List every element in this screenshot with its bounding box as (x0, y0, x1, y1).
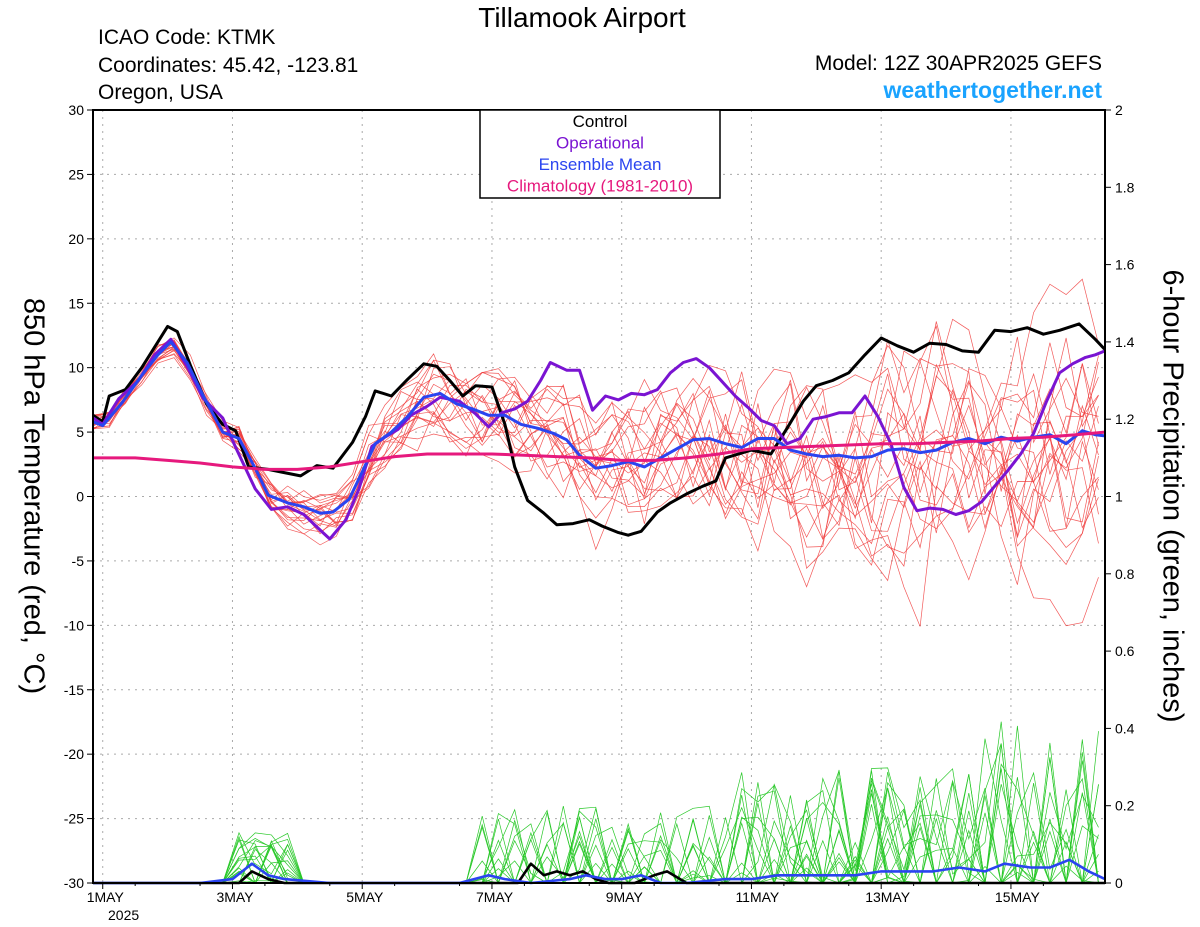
temp-line-operational (92, 337, 1106, 541)
grid (93, 110, 1105, 883)
y-tick-label: -30 (64, 875, 84, 891)
x-year-label: 2025 (108, 907, 140, 923)
y2-tick-label: 0.2 (1115, 798, 1135, 814)
model-run: Model: 12Z 30APR2025 GEFS (814, 52, 1102, 75)
x-tick-label: 15MAY (995, 889, 1041, 905)
y-tick-label: 5 (76, 424, 84, 440)
y2-tick-label: 1.6 (1115, 257, 1135, 273)
y2-tick-label: 1.4 (1115, 334, 1135, 350)
y2-tick-label: 0.6 (1115, 643, 1135, 659)
y2-tick-label: 1.8 (1115, 179, 1135, 195)
y-tick-label: 10 (68, 360, 84, 376)
legend-entry-climatology-1981-2010: Climatology (1981-2010) (507, 177, 693, 196)
ensemble-temp-member (92, 357, 1099, 521)
y2-tick-label: 0.8 (1115, 566, 1135, 582)
x-tick-label: 9MAY (606, 889, 644, 905)
legend-entry-ensemble-mean: Ensemble Mean (539, 155, 662, 174)
precip-line-control (93, 862, 1105, 885)
y-tick-label: -5 (72, 553, 85, 569)
ensemble-temp-member (92, 339, 1099, 567)
legend-box (479, 109, 721, 199)
x-tick-label: 13MAY (865, 889, 911, 905)
x-tick-label: 3MAY (216, 889, 254, 905)
ensemble-precip-member (93, 777, 1099, 885)
y2-tick-label: 0.4 (1115, 720, 1135, 736)
region: Oregon, USA (98, 81, 223, 104)
ensemble-temp-member (92, 349, 1099, 532)
y-tick-label: 30 (68, 102, 84, 118)
ensemble-temp-member (92, 325, 1099, 537)
y-axis-label-right: 6-hour Precipitation (green, inches) (1156, 269, 1189, 723)
main-series (92, 322, 1107, 885)
y2-tick-label: 1 (1115, 489, 1123, 505)
ensemble-temp-member (92, 321, 1099, 540)
ensemble-precip-member (93, 774, 1099, 884)
y-tick-label: -15 (64, 682, 84, 698)
ensemble-temp-member (92, 337, 1099, 529)
y2-tick-label: 1.2 (1115, 411, 1135, 427)
ensemble-temp-member (92, 345, 1099, 627)
y2-tick-label: 0 (1115, 875, 1123, 891)
y2-tick-label: 2 (1115, 102, 1123, 118)
ensemble-temp-member (92, 347, 1099, 546)
ensemble-temp-member (92, 337, 1099, 520)
x-tick-label: 1MAY (87, 889, 125, 905)
legend-entry-control: Control (573, 112, 628, 131)
y-tick-label: -10 (64, 617, 84, 633)
x-tick-label: 5MAY (346, 889, 384, 905)
x-tick-label: 7MAY (476, 889, 514, 905)
temp-line-climatology-1981-2010 (93, 430, 1106, 471)
page-title: Tillamook Airport (478, 2, 686, 33)
y-tick-label: -20 (64, 746, 84, 762)
ensemble-precip-member (93, 768, 1099, 884)
ensemble-precip-member (93, 760, 1099, 885)
legend-entry-operational: Operational (556, 134, 644, 153)
axis-ticks: 302520151050-5-10-15-20-25-3021.81.61.41… (64, 102, 1135, 905)
coordinates: Coordinates: 45.42, -123.81 (98, 54, 359, 77)
icao-code: ICAO Code: KTMK (98, 26, 276, 49)
y-tick-label: 15 (68, 295, 84, 311)
legend: Control Operational Ensemble Mean Climatolo… (479, 109, 721, 199)
ensemble-precipitation-members (93, 721, 1099, 885)
y-tick-label: 0 (76, 489, 84, 505)
site-link[interactable]: weathertogether.net (883, 77, 1102, 103)
ensemble-precip-member (93, 767, 1099, 885)
y-tick-label: 20 (68, 231, 84, 247)
y-tick-label: -25 (64, 811, 84, 827)
temp-line-ensemble-mean (92, 340, 1106, 515)
y-tick-label: 25 (68, 166, 84, 182)
y-axis-label-left: 850 hPa Temperature (red, °C) (17, 297, 50, 695)
x-tick-label: 11MAY (735, 889, 779, 905)
ensemble-precip-member (93, 778, 1099, 885)
